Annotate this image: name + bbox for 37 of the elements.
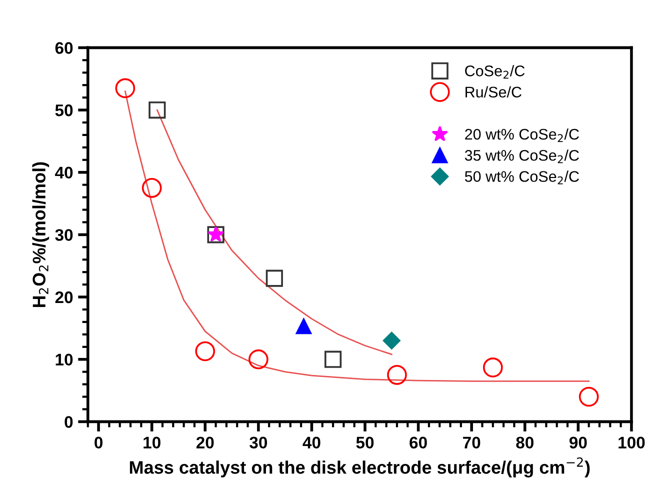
legend-label: Ru/Se/C	[466, 86, 522, 98]
point	[266, 270, 283, 287]
legend-label: 20 wt% CoSe$_{2}$/C	[465, 128, 579, 142]
point	[148, 101, 166, 119]
x-tick-label: 90	[569, 436, 587, 449]
y-tick-label: 10	[56, 354, 73, 366]
legend-label: 50 wt% CoSe$_{2}$/C	[464, 170, 579, 184]
y-tick-label: 60	[55, 42, 73, 54]
legend-label: 35 wt% CoSe$_{2}$/C	[464, 150, 579, 164]
point	[248, 349, 268, 370]
point	[195, 341, 216, 362]
point	[578, 386, 599, 407]
y-tick-label: 40	[55, 166, 73, 179]
x-tick-label: 0	[94, 436, 102, 449]
x-tick-label: 100	[618, 436, 645, 449]
x-tick-label: 10	[144, 436, 160, 449]
y-tick-label: 30	[55, 229, 73, 241]
point	[115, 78, 136, 98]
x-tick-label: 40	[302, 436, 320, 449]
point	[296, 318, 312, 334]
x-tick-label: 60	[410, 436, 427, 449]
point	[324, 350, 342, 368]
point	[387, 365, 407, 385]
y-tick-label: 50	[55, 104, 73, 116]
legend-label: CoSe$_{2}$/C	[465, 65, 525, 79]
x-tick-label: 70	[463, 436, 480, 449]
point	[142, 178, 162, 198]
x-tick-label: 30	[250, 436, 268, 449]
x-tick-label: 80	[516, 436, 534, 449]
x-tick-label: 20	[196, 436, 214, 449]
y-tick-label: 0	[64, 416, 73, 428]
x-tick-label: 50	[356, 436, 374, 449]
x-axis-title: Mass catalyst on the disk electrode surface/(μg cm$^{−2}$)	[130, 457, 590, 478]
y-tick-label: 20	[55, 291, 73, 304]
point	[482, 358, 503, 378]
y-axis-title: H$_{2}$O$_{2}$%/(mol/mol)	[32, 162, 50, 307]
point	[382, 332, 400, 350]
